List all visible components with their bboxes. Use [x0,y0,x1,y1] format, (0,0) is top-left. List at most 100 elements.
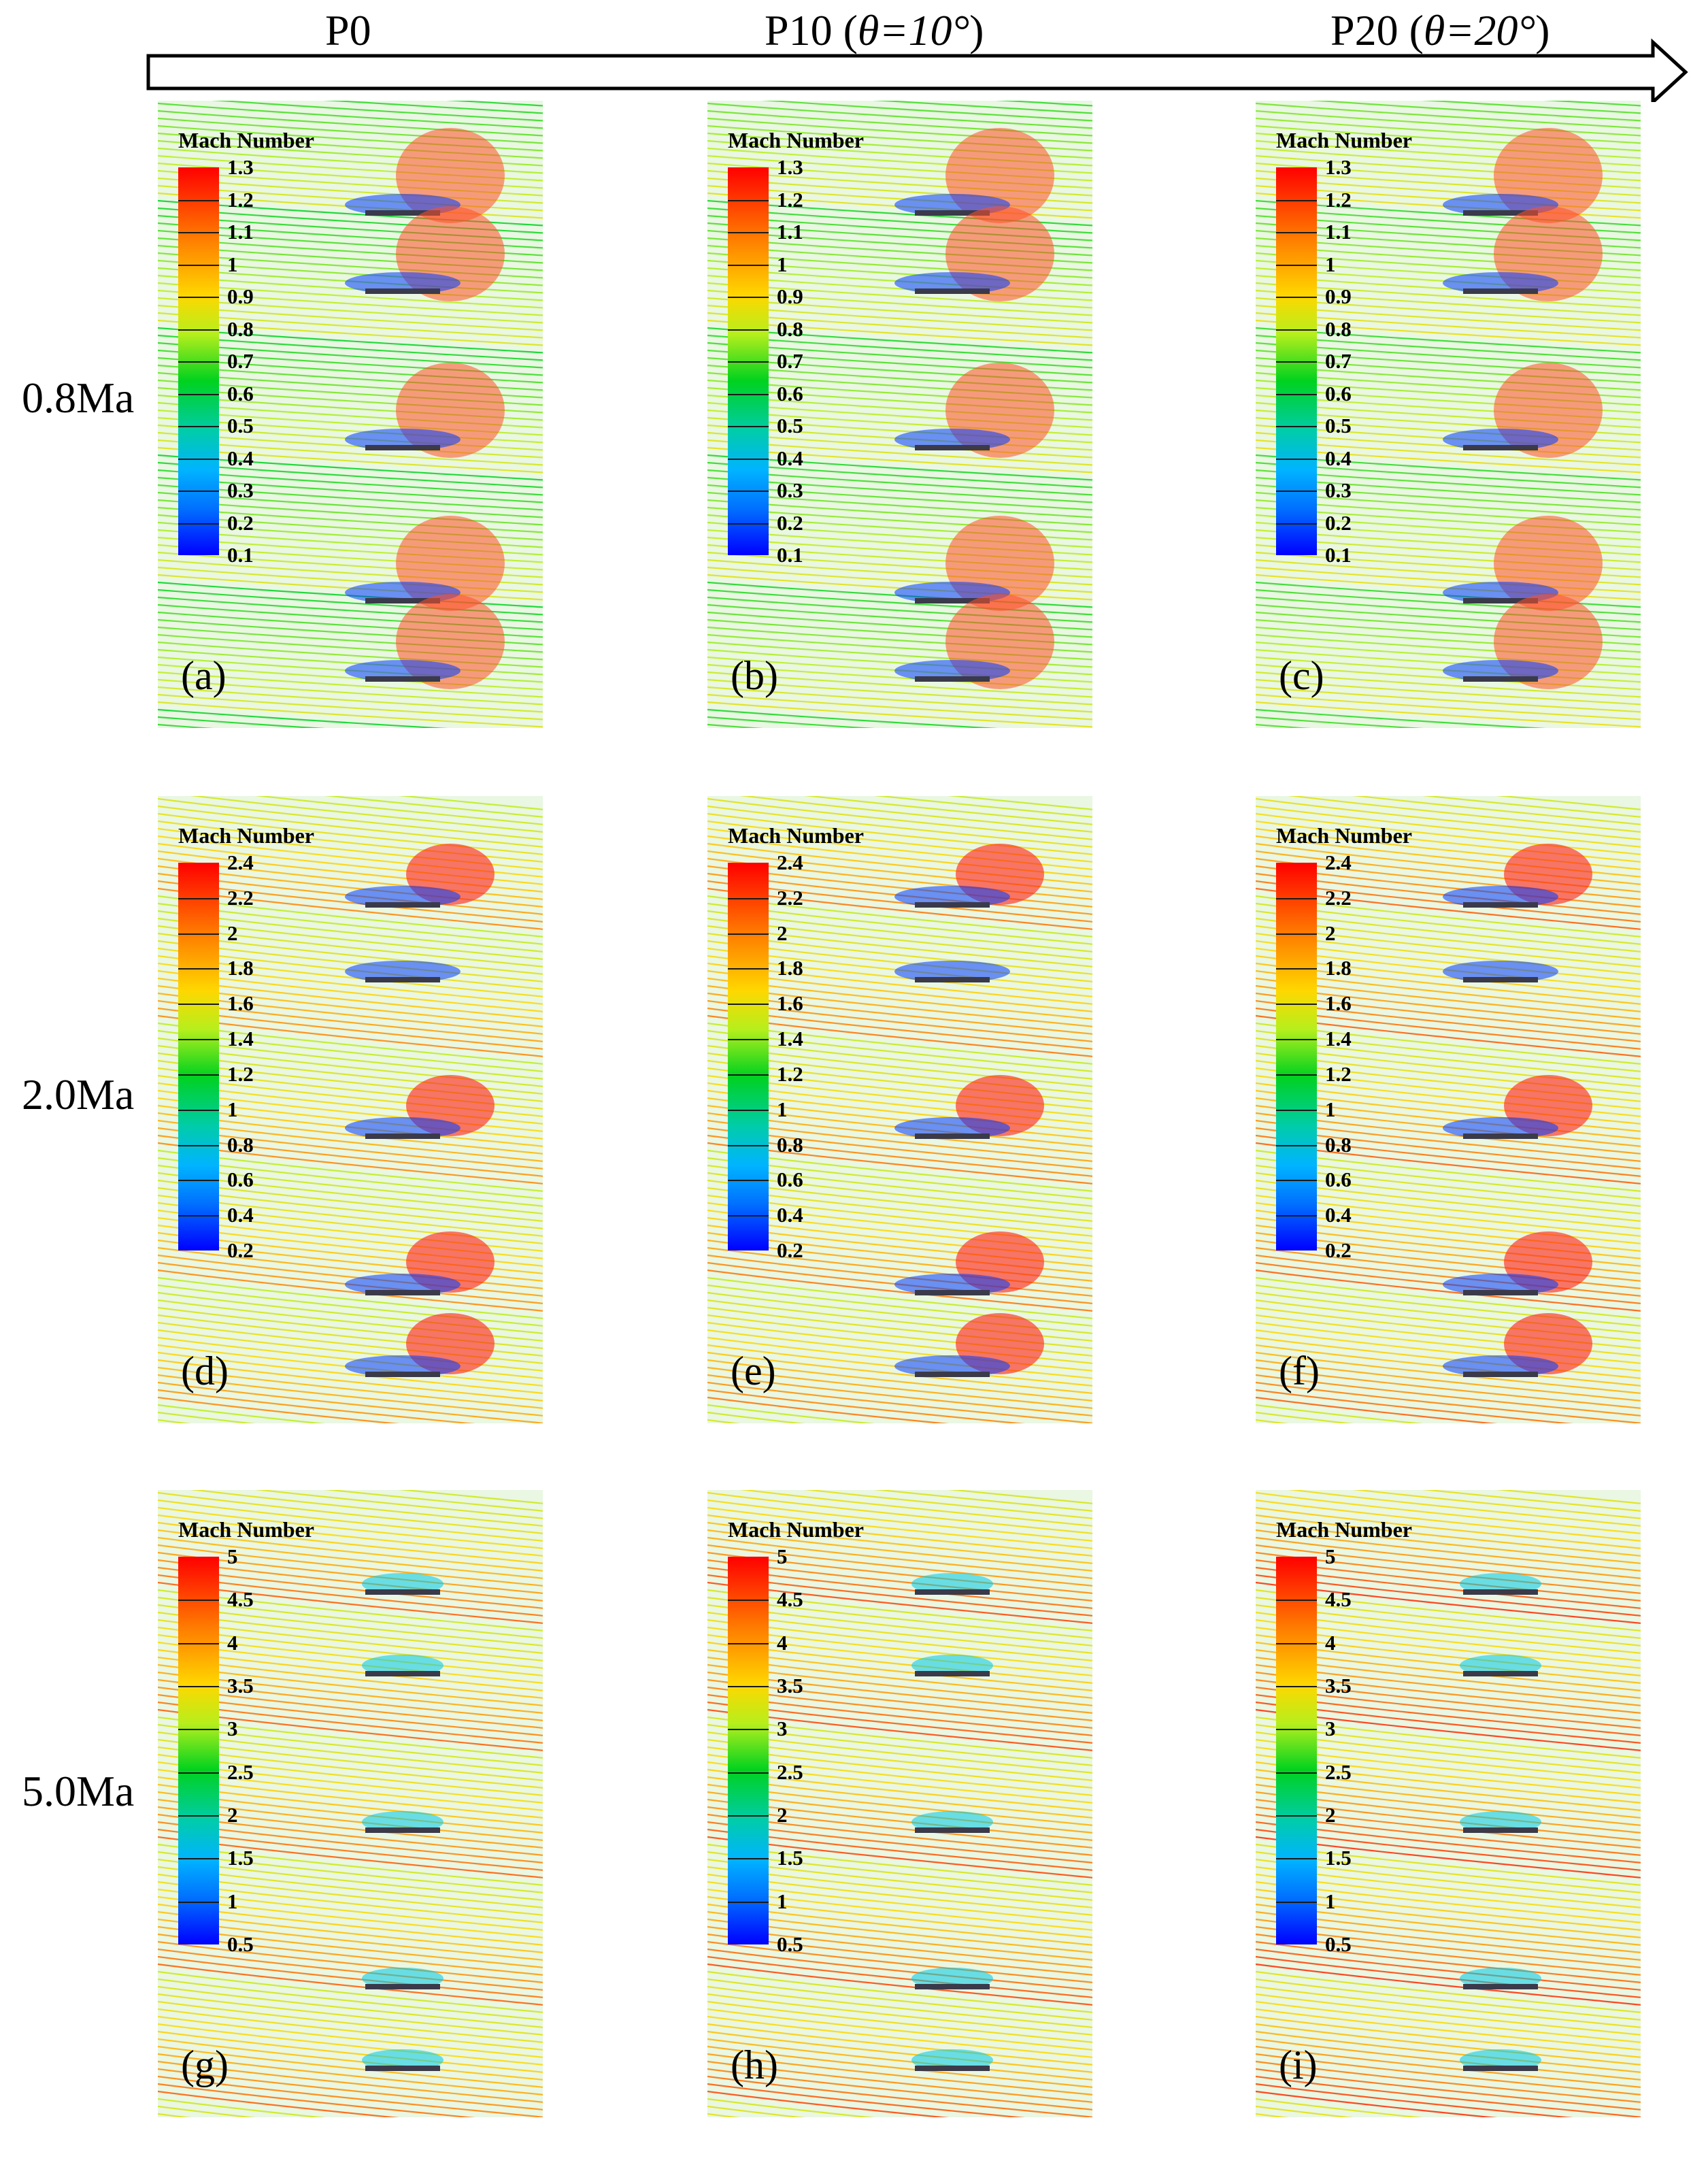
colorbar-tick [728,523,769,525]
colorbar-tick-label: 0.8 [1325,316,1352,341]
colorbar-tick-label: 0.2 [1325,1238,1352,1262]
colorbar-tick [728,1686,769,1687]
colorbar-tick [728,1642,769,1644]
colorbar-tick-label: 1.6 [777,991,803,1016]
colorbar-tick-label: 1 [1325,252,1336,276]
colorbar-tick [178,1004,219,1006]
colorbar-tick [178,1642,219,1644]
colorbar-tick [178,523,219,525]
flow-panel-g: Mach Number 5 4.5 4 3.5 3 2.5 2 1.5 1 0.5 (g) [158,1490,543,2117]
panel-label: (i) [1279,2042,1318,2087]
colorbar-tick-label: 3 [1325,1717,1336,1741]
colorbar-tick-label: 5 [1325,1544,1336,1568]
legend-title: Mach Number [178,1517,314,1542]
colorbar-tick [178,1074,219,1076]
direction-arrow [146,38,1688,102]
colorbar-tick-label: 3 [777,1717,788,1741]
colorbar-tick-label: 2 [777,1803,788,1827]
legend-title: Mach Number [1276,823,1412,848]
colorbar-tick [1276,1144,1317,1146]
colorbar-tick-label: 1.2 [227,1061,254,1086]
colorbar-tick-label: 2 [1325,1803,1336,1827]
colorbar-tick-label: 0.1 [227,543,254,567]
colorbar-tick-label: 0.1 [777,543,803,567]
colorbar: 2.4 2.2 2 1.8 1.6 1.4 1.2 1 0.8 0.6 0.4 0.2 [178,850,254,1262]
colorbar: 5 4.5 4 3.5 3 2.5 2 1.5 1 0.5 [178,1544,254,1956]
colorbar-tick-label: 1.8 [1325,956,1352,980]
colorbar-tick [728,361,769,363]
colorbar-tick-label: 2.5 [1325,1759,1352,1784]
colorbar: 2.4 2.2 2 1.8 1.6 1.4 1.2 1 0.8 0.6 0.4 0.2 [1276,850,1352,1262]
colorbar-tick [178,264,219,266]
colorbar-tick [728,426,769,427]
colorbar-tick-label: 1.1 [777,220,803,244]
colorbar-tick [1276,1901,1317,1903]
colorbar-tick [1276,968,1317,970]
colorbar-tick [728,458,769,460]
colorbar-tick-label: 0.7 [777,349,803,373]
colorbar-tick [178,297,219,298]
colorbar-tick-label: 1.6 [1325,991,1352,1016]
colorbar-tick-label: 0.4 [777,446,803,470]
colorbar-tick-label: 0.4 [227,446,254,470]
colorbar: 5 4.5 4 3.5 3 2.5 2 1.5 1 0.5 [1276,1544,1352,1956]
colorbar-tick [178,1815,219,1817]
colorbar-tick [728,1004,769,1006]
colorbar-tick [1276,1815,1317,1817]
mach-number-legend: Mach Number 2.4 2.2 2 1.8 1.6 1.4 1.2 1 0.8 0.6 0.4… [178,823,348,1262]
colorbar-tick-label: 2.2 [777,885,803,910]
colorbar-tick-label: 0.7 [1325,349,1352,373]
colorbar: 1.3 1.2 1.1 1 0.9 0.8 0.7 0.6 0.5 0.4 0.3 0.2 0.1 [728,155,803,567]
colorbar-tick-label: 1.3 [777,155,803,179]
colorbar-tick-label: 2.2 [227,885,254,910]
colorbar-tick-label: 0.8 [227,1132,254,1157]
colorbar-tick-label: 1.3 [1325,155,1352,179]
colorbar-tick-label: 4 [1325,1630,1336,1655]
legend-title: Mach Number [178,823,314,848]
flow-panel-c: Mach Number 1.3 1.2 1.1 1 0.9 0.8 0.7 0.6 0.5 0.4 0… [1256,101,1641,728]
legend-title: Mach Number [728,1517,864,1542]
colorbar-tick [178,1686,219,1687]
colorbar-tick [728,297,769,298]
colorbar-tick-label: 1 [777,1097,788,1121]
colorbar-tick-label: 0.6 [777,1168,803,1192]
colorbar-tick [728,329,769,331]
colorbar-tick-label: 0.9 [227,284,254,308]
row-label-0-8ma: 0.8Ma [22,374,135,422]
colorbar-tick [1276,1729,1317,1731]
colorbar-tick-label: 3.5 [1325,1674,1352,1698]
colorbar-tick-label: 1.2 [1325,187,1352,212]
row-label-2-0ma: 2.0Ma [22,1070,135,1119]
colorbar-tick [728,1600,769,1602]
colorbar-tick-label: 1.5 [227,1846,254,1870]
colorbar-tick [728,897,769,899]
flow-panel-f: Mach Number 2.4 2.2 2 1.8 1.6 1.4 1.2 1 0.8 0.6 0.4… [1256,796,1641,1423]
colorbar-tick [728,1215,769,1217]
colorbar-tick [1276,1600,1317,1602]
colorbar-tick [1276,1109,1317,1111]
panel-label: (g) [181,2042,229,2087]
colorbar-tick [728,1772,769,1774]
colorbar-tick-label: 0.6 [1325,1168,1352,1192]
colorbar-tick-label: 0.5 [1325,1932,1352,1956]
colorbar-tick-label: 2.4 [227,850,254,874]
colorbar-tick-label: 5 [227,1544,238,1568]
colorbar-tick [1276,458,1317,460]
colorbar-tick [728,1109,769,1111]
colorbar-tick-label: 0.5 [227,1932,254,1956]
colorbar-tick [1276,1642,1317,1644]
colorbar-tick-label: 0.2 [227,510,254,535]
colorbar-tick-label: 0.7 [227,349,254,373]
mach-number-legend: Mach Number 1.3 1.2 1.1 1 0.9 0.8 0.7 0.6 0.5 0.4 0… [728,128,898,567]
colorbar-tick [1276,264,1317,266]
colorbar-tick [1276,1039,1317,1041]
colorbar-tick-label: 1 [227,1889,238,1913]
colorbar-tick [178,1109,219,1111]
colorbar-tick [178,329,219,331]
mach-number-legend: Mach Number 2.4 2.2 2 1.8 1.6 1.4 1.2 1 0.8 0.6 0.4… [1276,823,1446,1262]
mach-number-legend: Mach Number 5 4.5 4 3.5 3 2.5 2 1.5 1 0.5 [1276,1517,1446,1956]
panel-label: (d) [181,1348,229,1393]
legend-title: Mach Number [1276,128,1412,152]
colorbar-tick-label: 1.2 [777,1061,803,1086]
colorbar-tick [728,1180,769,1182]
